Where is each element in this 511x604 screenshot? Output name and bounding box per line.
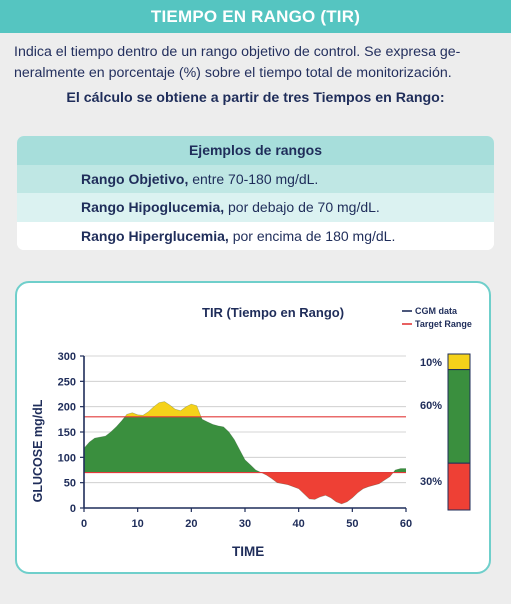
cgm-line	[83, 401, 406, 505]
x-tick-label: 30	[239, 518, 251, 530]
tir-chart-card: 0 50 100 150 200 250 300 0 10 20 30 40 50 60 TIR (Tie…	[15, 281, 491, 574]
y-tick-label: 250	[58, 376, 76, 388]
range-label: Rango Objetivo,	[81, 170, 189, 187]
ranges-table-title: Ejemplos de rangos	[17, 136, 494, 165]
y-tick-label: 150	[58, 427, 76, 439]
x-tick-label: 50	[346, 518, 358, 530]
area-below-range	[261, 472, 394, 504]
tir-percentage-bar: 10% 60% 30%	[420, 353, 471, 511]
x-tick-label: 10	[132, 518, 144, 530]
x-tick-label: 60	[400, 518, 412, 530]
y-tick-label: 100	[58, 452, 76, 464]
tir-chart: 0 50 100 150 200 250 300 0 10 20 30 40 50 60 TIR (Tie…	[31, 305, 472, 559]
intro-line-2: neralmente en porcentaje (%) sobre el ti…	[14, 65, 452, 81]
chart-title: TIR (Tiempo en Rango)	[202, 305, 344, 320]
intro-paragraph: Indica el tiempo dentro de un rango obje…	[14, 42, 497, 84]
x-tick-label: 20	[185, 518, 197, 530]
page-title: TIEMPO EN RANGO (TIR)	[0, 0, 511, 33]
area-above-range	[124, 401, 202, 417]
y-axis-label: GLUCOSE mg/dL	[31, 399, 45, 502]
range-row-hiperglucemia: Rango Hiperglucemia, por encima de 180 m…	[17, 221, 494, 250]
x-tick-label: 0	[81, 518, 87, 530]
range-row-hipoglucemia: Rango Hipoglucemia, por debajo de 70 mg/…	[17, 193, 494, 222]
tir-bar-label: 10%	[420, 357, 442, 369]
y-tick-label: 300	[58, 351, 76, 363]
tir-bar-label: 30%	[420, 476, 442, 488]
tir-bar-label: 60%	[420, 400, 442, 412]
range-label: Rango Hiperglucemia,	[81, 227, 229, 244]
tir-bar-segment	[447, 462, 471, 511]
x-axis-label: TIME	[232, 544, 264, 559]
intro-line-1: Indica el tiempo dentro de un rango obje…	[14, 44, 461, 60]
tir-bar-segment	[447, 353, 471, 371]
x-tick-label: 40	[293, 518, 305, 530]
range-label: Rango Hipoglucemia,	[81, 199, 225, 215]
chart-legend: CGM data Target Range	[402, 306, 472, 329]
legend-label-cgm: CGM data	[415, 306, 458, 316]
intro-bold-line: El cálculo se obtiene a partir de tres T…	[66, 90, 445, 106]
y-tick-label: 200	[58, 402, 76, 414]
y-tick-label: 0	[70, 503, 76, 515]
ranges-table: Ejemplos de rangos Rango Objetivo, entre…	[17, 136, 494, 250]
range-text: entre 70-180 mg/dL.	[188, 170, 319, 187]
range-text: por encima de 180 mg/dL.	[228, 227, 396, 244]
range-row-objetivo: Rango Objetivo, entre 70-180 mg/dL.	[17, 164, 494, 193]
y-tick-label: 50	[64, 478, 76, 490]
range-text: por debajo de 70 mg/dL.	[224, 199, 380, 215]
area-in-range	[84, 416, 406, 473]
tir-bar-segment	[447, 369, 471, 464]
legend-label-target: Target Range	[415, 319, 472, 329]
